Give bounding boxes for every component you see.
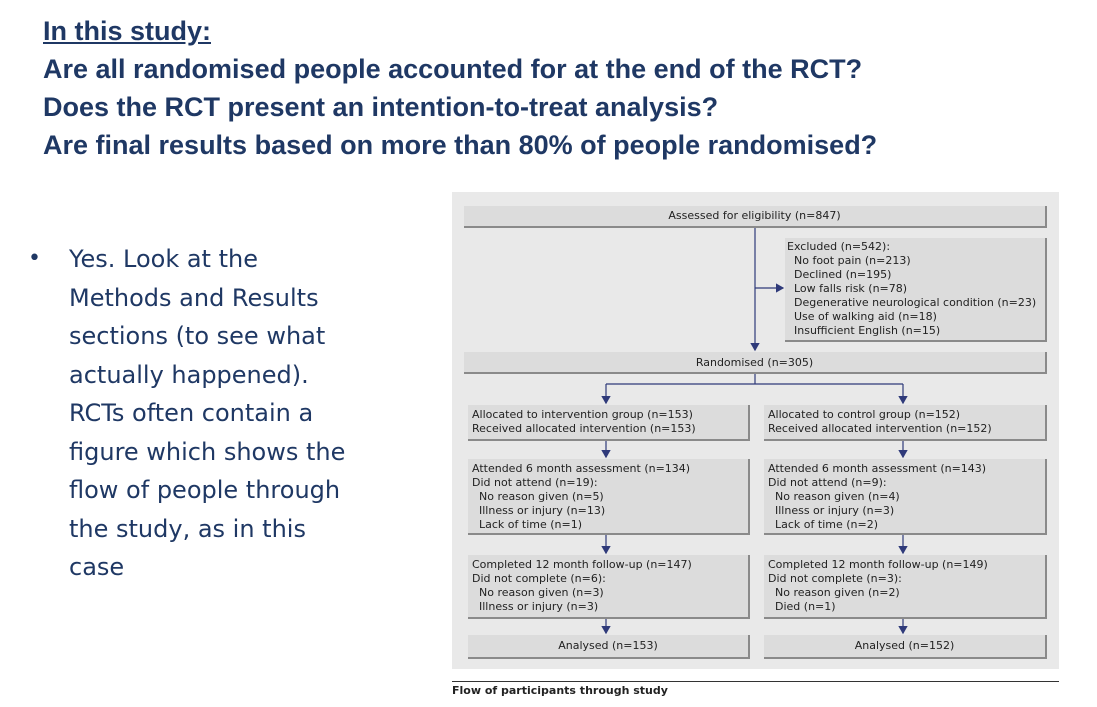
bullet-icon: • bbox=[28, 246, 41, 271]
excluded-item: Declined (n=195) bbox=[794, 268, 892, 281]
control-twelve-month-box: Completed 12 month follow-up (n=149) Did… bbox=[764, 555, 1047, 619]
flow-arrows bbox=[601, 228, 908, 635]
excluded-item: Degenerative neurological condition (n=2… bbox=[794, 296, 1037, 309]
question-1: Are all randomised people accounted for … bbox=[43, 54, 863, 84]
bullet-point: • Yes. Look at the Methods and Results s… bbox=[28, 240, 368, 587]
intervention-six-month-box: Attended 6 month assessment (n=134) Did … bbox=[468, 459, 750, 535]
intervention-twelve-month-box: Completed 12 month follow-up (n=147) Did… bbox=[468, 555, 750, 619]
question-3: Are final results based on more than 80%… bbox=[43, 130, 878, 160]
caption-rule bbox=[452, 681, 1059, 682]
slide-heading: In this study: Are all randomised people… bbox=[43, 12, 877, 164]
excluded-item: Use of walking aid (n=18) bbox=[794, 310, 937, 323]
slide-title: In this study: bbox=[43, 16, 211, 46]
question-2: Does the RCT present an intention-to-tre… bbox=[43, 92, 719, 122]
control-analysed-box: Analysed (n=152) bbox=[764, 635, 1047, 659]
control-six-month-box: Attended 6 month assessment (n=143) Did … bbox=[764, 459, 1047, 535]
excluded-item: Low falls risk (n=78) bbox=[794, 282, 908, 295]
randomised-box: Randomised (n=305) bbox=[464, 352, 1047, 374]
figure-caption: Flow of participants through study bbox=[452, 684, 668, 697]
bullet-text: Yes. Look at the Methods and Results sec… bbox=[69, 245, 346, 581]
intervention-analysed-box: Analysed (n=153) bbox=[468, 635, 750, 659]
control-allocated-box: Allocated to control group (n=152) Recei… bbox=[764, 405, 1047, 441]
excluded-box: Excluded (n=542): No foot pain (n=213) D… bbox=[785, 238, 1047, 342]
eligibility-box: Assessed for eligibility (n=847) bbox=[464, 206, 1047, 228]
excluded-item: Insufficient English (n=15) bbox=[794, 324, 941, 337]
excluded-item: No foot pain (n=213) bbox=[794, 254, 911, 267]
excluded-title: Excluded (n=542): bbox=[787, 240, 891, 253]
intervention-allocated-box: Allocated to intervention group (n=153) … bbox=[468, 405, 750, 441]
